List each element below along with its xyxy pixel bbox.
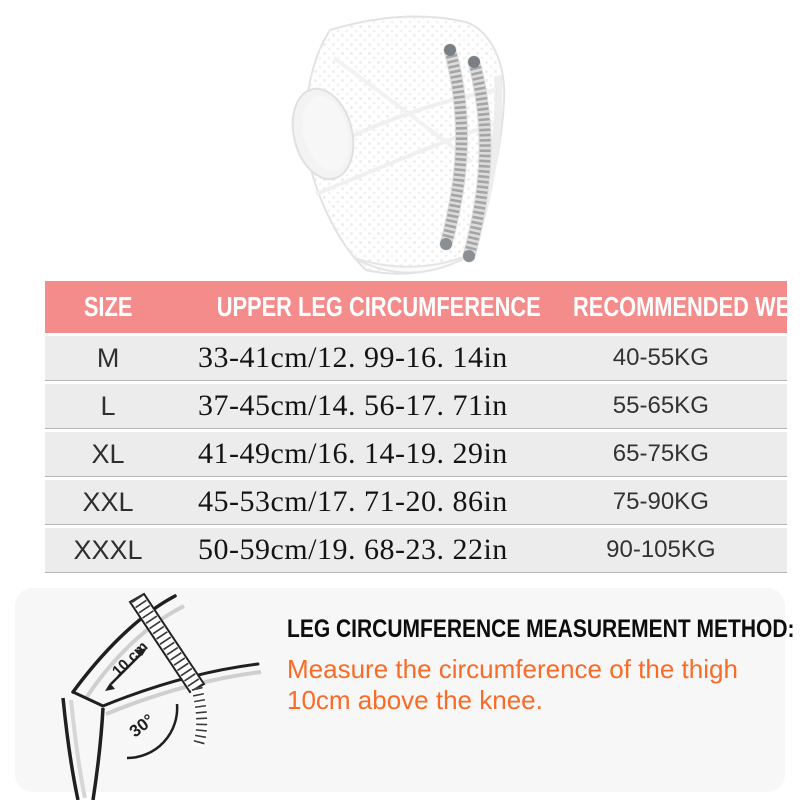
table-row: L 37-45cm/14. 56-17. 71in 55-65KG [45,384,787,429]
size-table-header: SIZE UPPER LEG CIRCUMFERENCE RECOMMENDED… [45,281,800,333]
cell-weight: 65-75KG [612,440,709,467]
cell-size: XXL [82,486,134,517]
cell-circumference: 37-45cm/14. 56-17. 71in [198,389,508,422]
cell-circumference: 50-59cm/19. 68-23. 22in [198,533,508,566]
cell-weight: 55-65KG [612,392,709,419]
cell-size: L [100,390,116,421]
cell-circumference: 33-41cm/12. 99-16. 14in [198,341,508,374]
cell-circumference: 41-49cm/16. 14-19. 29in [198,437,508,470]
leg-measurement-diagram: 10 cm 30° [61,592,262,800]
cell-size: M [96,342,120,373]
angle-arc: 30° [126,703,179,760]
measurement-text-block: LEG CIRCUMFERENCE MEASUREMENT METHOD: Me… [287,615,795,716]
product-photo-knee-brace [268,6,544,288]
header-weight: RECOMMENDED WEIGHT [572,291,800,322]
cell-size: XL [91,438,125,469]
cell-weight: 90-105KG [606,536,716,563]
measurement-instruction: Measure the circumference of the thigh 1… [287,654,767,716]
cell-weight: 75-90KG [612,488,709,515]
cell-circumference: 45-53cm/17. 71-20. 86in [198,485,508,518]
size-table: SIZE UPPER LEG CIRCUMFERENCE RECOMMENDED… [45,281,800,573]
table-row: M 33-41cm/12. 99-16. 14in 40-55KG [45,336,787,381]
knee-brace-illustration [291,15,506,275]
patella-hole [291,87,355,181]
support-springs [439,43,492,263]
header-size: SIZE [83,291,133,322]
measurement-method-title: LEG CIRCUMFERENCE MEASUREMENT METHOD: [287,615,795,643]
cell-size: XXXL [73,534,143,565]
instruction-line-1: Measure the circumference of the thigh [287,654,738,684]
header-circumference: UPPER LEG CIRCUMFERENCE [216,291,541,322]
cell-weight: 40-55KG [612,344,709,371]
angle-label: 30° [126,710,158,741]
instruction-line-2: 10cm above the knee. [287,685,543,715]
tape-measure [128,592,209,749]
table-row: XXXL 50-59cm/19. 68-23. 22in 90-105KG [45,528,787,573]
table-row: XXL 45-53cm/17. 71-20. 86in 75-90KG [45,480,787,525]
table-row: XL 41-49cm/16. 14-19. 29in 65-75KG [45,432,787,477]
